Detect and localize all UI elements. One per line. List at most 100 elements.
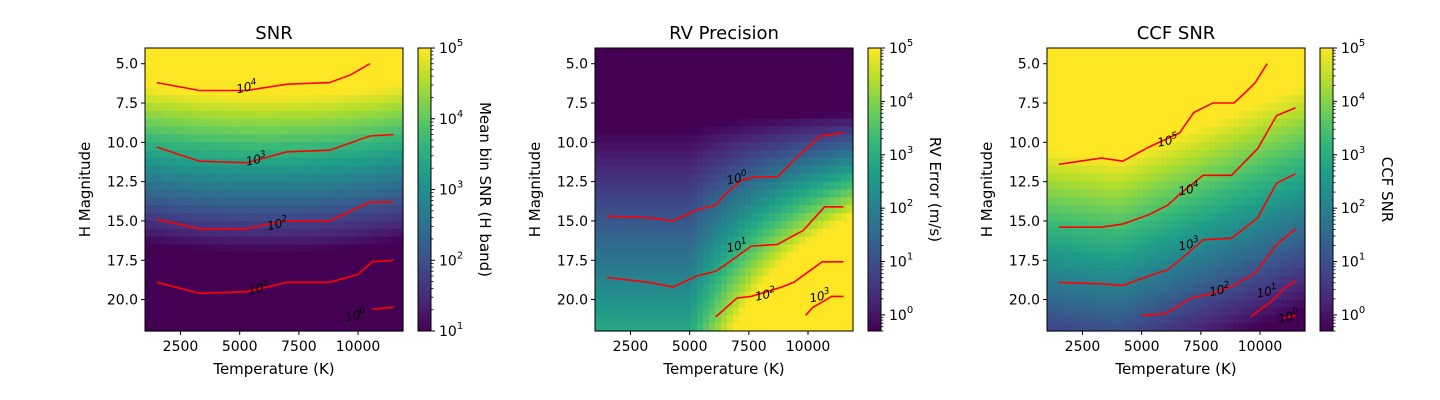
heatmap-cell: [679, 283, 686, 293]
heatmap-cell: [1239, 189, 1246, 198]
heatmap-cell: [1293, 118, 1300, 128]
heatmap-cell: [805, 103, 812, 112]
heatmap-cell: [1107, 299, 1114, 309]
heatmap-cell: [271, 181, 278, 191]
heatmap-cell: [1077, 95, 1084, 104]
heatmap-cell: [733, 103, 740, 112]
heatmap-cell: [163, 71, 170, 81]
heatmap-cell: [649, 197, 656, 206]
heatmap-cell: [841, 315, 848, 324]
heatmap-cell: [1161, 189, 1168, 198]
heatmap-cell: [175, 244, 182, 253]
heatmap-cell: [1251, 228, 1258, 238]
heatmap-cell: [1215, 252, 1222, 261]
heatmap-cell: [163, 55, 170, 65]
heatmap-cell: [595, 291, 602, 301]
heatmap-cell: [787, 299, 794, 309]
heatmap-cell: [811, 87, 818, 96]
heatmap-cell: [1257, 173, 1264, 183]
heatmap-cell: [1215, 118, 1222, 128]
heatmap-cell: [1119, 173, 1126, 183]
heatmap-cell: [1263, 165, 1270, 175]
heatmap-cell: [1101, 252, 1108, 261]
contour-line-1: [606, 206, 844, 288]
heatmap-cell: [637, 134, 644, 143]
heatmap-cell: [745, 110, 752, 120]
heatmap-cell: [1149, 63, 1156, 73]
heatmap-cell: [805, 275, 812, 285]
heatmap-cell: [157, 165, 164, 175]
heatmap-cell: [259, 315, 266, 324]
heatmap-cell: [391, 323, 398, 332]
heatmap-cell: [1125, 55, 1132, 65]
heatmap-cell: [235, 299, 242, 309]
heatmap-cell: [1131, 142, 1138, 151]
heatmap-cell: [355, 87, 362, 96]
heatmap-cell: [1179, 268, 1186, 277]
heatmap-cell: [397, 299, 404, 309]
heatmap-cell: [1257, 197, 1264, 206]
heatmap-cell: [361, 63, 368, 73]
heatmap-cell: [289, 220, 296, 230]
heatmap-cell: [1113, 126, 1120, 136]
heatmap-cell: [1173, 71, 1180, 81]
heatmap-cell: [1113, 260, 1120, 269]
heatmap-cell: [349, 134, 356, 143]
heatmap-cell: [1155, 220, 1162, 230]
heatmap-cell: [163, 110, 170, 120]
heatmap-cell: [1155, 197, 1162, 206]
heatmap-cell: [1089, 118, 1096, 128]
heatmap-cell: [271, 103, 278, 112]
heatmap-cell: [1125, 189, 1132, 198]
heatmap-cell: [199, 181, 206, 191]
heatmap-cell: [667, 213, 674, 222]
heatmap-cell: [1209, 213, 1216, 222]
heatmap-cell: [595, 126, 602, 136]
heatmap-cell: [811, 181, 818, 191]
heatmap-cell: [1209, 307, 1216, 316]
heatmap-cell: [1077, 142, 1084, 151]
heatmap-cell: [1173, 315, 1180, 324]
heatmap-cell: [325, 103, 332, 112]
heatmap-cell: [787, 213, 794, 222]
heatmap-cell: [1299, 252, 1306, 261]
heatmap-cell: [763, 205, 770, 214]
heatmap-cell: [655, 236, 662, 246]
heatmap-cell: [331, 244, 338, 253]
heatmap-cell: [829, 165, 836, 175]
heatmap-cell: [1089, 205, 1096, 214]
heatmap-cell: [643, 268, 650, 277]
heatmap-cell: [745, 299, 752, 309]
heatmap-cell: [1089, 103, 1096, 112]
heatmap-cell: [1203, 63, 1210, 73]
heatmap-cell: [763, 197, 770, 206]
colorbar-label: RV Error (m/s): [926, 137, 944, 242]
heatmap-cell: [295, 275, 302, 285]
heatmap-cell: [1131, 323, 1138, 332]
heatmap-cell: [235, 315, 242, 324]
heatmap-cell: [613, 63, 620, 73]
heatmap-cell: [799, 220, 806, 230]
heatmap-cell: [1149, 134, 1156, 143]
heatmap-cell: [1251, 142, 1258, 151]
heatmap-cell: [391, 213, 398, 222]
heatmap-cell: [307, 236, 314, 246]
heatmap-cell: [1047, 213, 1054, 222]
heatmap-cell: [619, 197, 626, 206]
heatmap-cell: [1173, 110, 1180, 120]
heatmap-cell: [253, 220, 260, 230]
heatmap-cell: [253, 275, 260, 285]
contour-line-0: [1283, 314, 1296, 320]
heatmap-cell: [1065, 228, 1072, 238]
heatmap-cell: [1233, 189, 1240, 198]
heatmap-cell: [271, 79, 278, 88]
heatmap-cell: [241, 71, 248, 81]
heatmap-cell: [1101, 118, 1108, 128]
heatmap-cell: [1095, 181, 1102, 191]
heatmap-cell: [787, 103, 794, 112]
heatmap-cell: [1245, 236, 1252, 246]
heatmap-cell: [355, 118, 362, 128]
heatmap-cell: [823, 118, 830, 128]
heatmap-cell: [337, 103, 344, 112]
heatmap-cell: [205, 110, 212, 120]
